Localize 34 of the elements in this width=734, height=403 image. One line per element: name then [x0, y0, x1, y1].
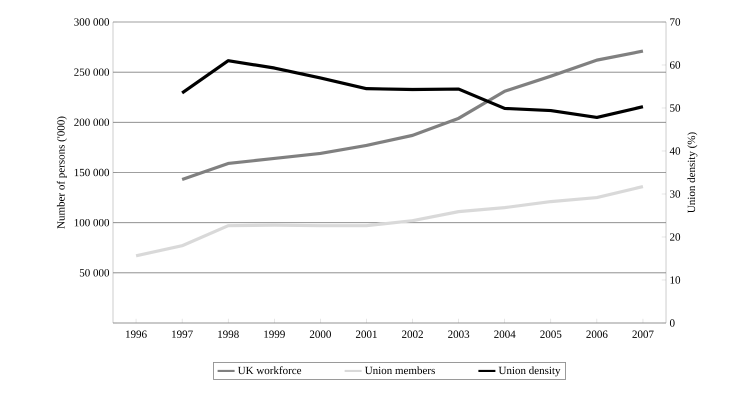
y2-tick-label: 20	[670, 233, 680, 241]
y-tick-label: 50 000	[80, 269, 110, 277]
x-tick-label: 2006	[586, 330, 608, 338]
line-series	[180, 59, 645, 120]
x-tick-label: 2001	[356, 330, 377, 338]
y2-axis-title: Union density (%)	[687, 132, 698, 213]
x-tick-label: 2000	[310, 330, 331, 338]
y-axis-title: Number of persons ('000)	[56, 116, 67, 229]
x-tick-label: 1999	[264, 330, 285, 338]
x-tick-label: 1998	[218, 330, 239, 338]
x-tick-label: 1996	[126, 330, 147, 338]
y-tick-label: 100 000	[74, 218, 110, 226]
y2-tick-label: 50	[670, 104, 680, 112]
y-tick-label: 150 000	[74, 168, 110, 176]
line-series	[134, 184, 645, 258]
y2-tick-label: 40	[670, 147, 680, 155]
y2-tick-label: 0	[670, 319, 675, 327]
x-tick-label: 2005	[540, 330, 562, 338]
y-tick-label: 300 000	[74, 18, 110, 26]
legend-label: Union members	[364, 366, 435, 374]
y2-tick-label: 60	[670, 61, 680, 69]
legend-label: UK workforce	[238, 366, 302, 374]
legend-label: Union density	[498, 366, 560, 376]
y2-tick-label: 70	[670, 18, 680, 26]
x-tick-label: 1997	[172, 330, 193, 338]
y2-tick-label: 10	[670, 276, 680, 284]
line-series	[180, 49, 645, 182]
y2-tick-label: 30	[670, 190, 680, 198]
y-tick-label: 200 000	[74, 118, 110, 126]
x-tick-label: 2007	[632, 330, 654, 338]
y-tick-label: 250 000	[74, 68, 110, 76]
x-tick-label: 2003	[448, 330, 470, 338]
x-tick-label: 2004	[494, 330, 516, 338]
x-tick-label: 2002	[402, 330, 423, 338]
